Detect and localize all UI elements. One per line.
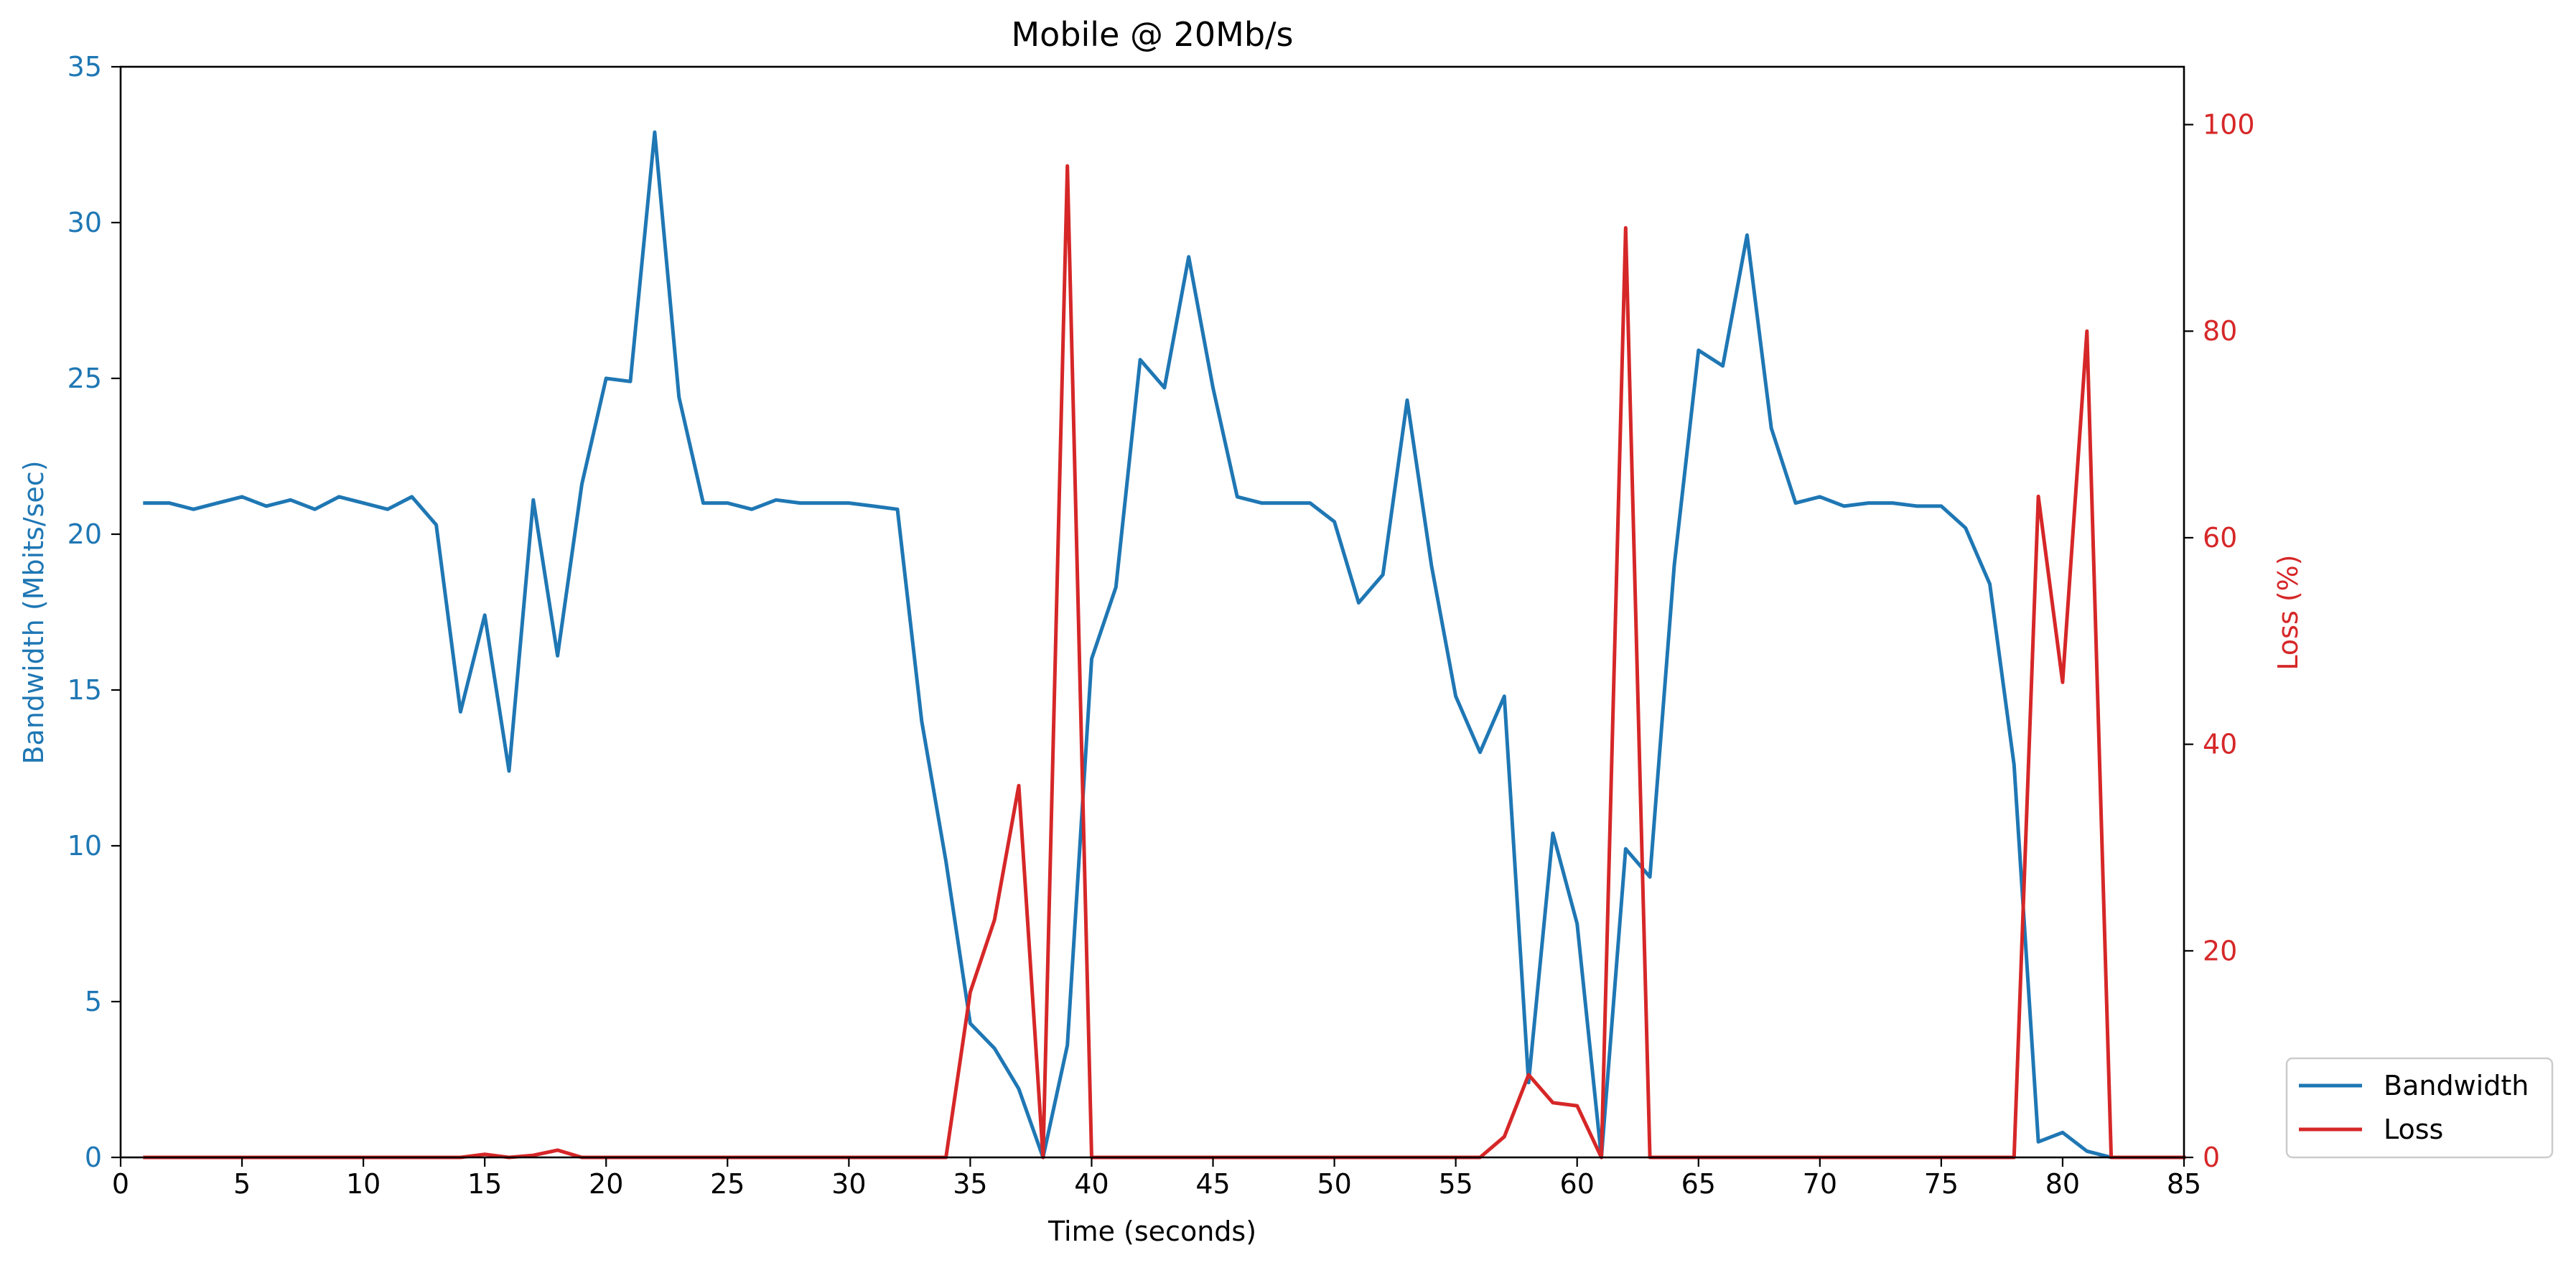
y-left-tick-label: 35	[67, 51, 102, 83]
x-tick-label: 60	[1560, 1168, 1595, 1200]
x-tick-label: 35	[953, 1168, 987, 1200]
x-tick-label: 55	[1438, 1168, 1473, 1200]
x-tick-label: 80	[2045, 1168, 2080, 1200]
x-axis-ticks: 0 5 10 15 20 25 30 35 40 45 50 55 60 65 70 75 80 85	[112, 1157, 2201, 1200]
y-axis-left-label: Bandwidth (Mbits/sec)	[18, 460, 50, 764]
series-line-bandwidth	[143, 130, 2186, 1160]
y-left-tick-label: 20	[67, 518, 102, 550]
y-right-tick-label: 0	[2203, 1142, 2220, 1173]
y-axis-right-ticks: 0 20 40 60 80 100	[2184, 109, 2255, 1173]
x-tick-label: 25	[710, 1168, 745, 1200]
y-left-tick-label: 0	[85, 1142, 102, 1173]
y-right-tick-label: 100	[2203, 109, 2255, 141]
legend-label-bandwidth: Bandwidth	[2384, 1070, 2529, 1101]
y-left-tick-label: 15	[67, 674, 102, 706]
y-right-tick-label: 80	[2203, 315, 2237, 347]
x-tick-label: 65	[1681, 1168, 1716, 1200]
plot-frame	[119, 65, 2185, 1159]
legend-frame	[2285, 1057, 2554, 1159]
y-left-tick-label: 5	[85, 986, 102, 1017]
x-tick-label: 75	[1924, 1168, 1959, 1200]
x-tick-label: 5	[233, 1168, 251, 1200]
x-tick-label: 0	[112, 1168, 129, 1200]
y-left-tick-label: 30	[67, 207, 102, 238]
x-tick-label: 10	[346, 1168, 381, 1200]
legend-label-loss: Loss	[2384, 1114, 2443, 1145]
x-tick-label: 45	[1195, 1168, 1230, 1200]
y-left-tick-label: 25	[67, 363, 102, 394]
x-tick-label: 30	[831, 1168, 866, 1200]
x-axis-label: Time (seconds)	[1047, 1216, 1256, 1247]
x-tick-label: 70	[1803, 1168, 1837, 1200]
x-tick-label: 50	[1317, 1168, 1351, 1200]
legend: Bandwidth Loss	[2285, 1057, 2554, 1159]
x-tick-label: 15	[467, 1168, 502, 1200]
y-right-tick-label: 40	[2203, 729, 2237, 760]
y-left-tick-label: 10	[67, 830, 102, 862]
x-tick-label: 85	[2167, 1168, 2201, 1200]
x-tick-label: 40	[1074, 1168, 1109, 1200]
y-right-tick-label: 20	[2203, 935, 2237, 966]
chart-title: Mobile @ 20Mb/s	[1011, 15, 1293, 54]
y-axis-left-ticks: 0 5 10 15 20 25 30 35	[67, 51, 121, 1173]
y-right-tick-label: 60	[2203, 522, 2237, 554]
y-axis-right-label: Loss (%)	[2272, 554, 2304, 670]
x-tick-label: 20	[589, 1168, 623, 1200]
